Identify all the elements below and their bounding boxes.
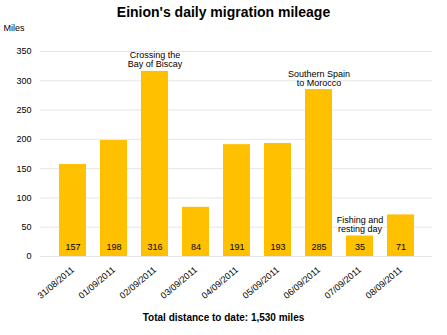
svg-text:316: 316 (147, 242, 162, 252)
svg-text:157: 157 (65, 242, 80, 252)
svg-text:191: 191 (229, 242, 244, 252)
svg-text:31/08/2011: 31/08/2011 (36, 265, 76, 301)
svg-text:150: 150 (16, 164, 31, 174)
svg-text:02/09/2011: 02/09/2011 (118, 265, 158, 301)
svg-text:0: 0 (26, 251, 31, 261)
svg-text:285: 285 (311, 242, 326, 252)
svg-text:71: 71 (396, 242, 406, 252)
svg-text:07/09/2011: 07/09/2011 (323, 265, 363, 301)
svg-text:01/09/2011: 01/09/2011 (77, 265, 117, 301)
svg-text:03/09/2011: 03/09/2011 (159, 265, 199, 301)
html-text:Total distance to date: 1,530: Total distance to date: 1,530 miles (142, 312, 305, 323)
svg-text:250: 250 (16, 105, 31, 115)
svg-text:84: 84 (191, 242, 201, 252)
svg-text:Miles: Miles (4, 23, 26, 33)
svg-text:193: 193 (270, 242, 285, 252)
svg-text:300: 300 (16, 76, 31, 86)
svg-text:350: 350 (16, 46, 31, 56)
svg-text:05/09/2011: 05/09/2011 (241, 265, 281, 301)
svg-text:06/09/2011: 06/09/2011 (282, 265, 322, 301)
svg-text:Crossing theBay of Biscay: Crossing theBay of Biscay (128, 50, 183, 69)
svg-text:200: 200 (16, 134, 31, 144)
html-text:Einion's daily migration milea: Einion's daily migration mileage (116, 4, 331, 20)
svg-text:08/09/2011: 08/09/2011 (364, 265, 404, 301)
svg-text:35: 35 (355, 242, 365, 252)
svg-text:50: 50 (21, 222, 31, 232)
svg-text:Fishing andresting day: Fishing andresting day (337, 215, 384, 234)
svg-text:04/09/2011: 04/09/2011 (200, 265, 240, 301)
svg-text:100: 100 (16, 193, 31, 203)
svg-text:198: 198 (106, 242, 121, 252)
svg-text:Southern Spainto Morocco: Southern Spainto Morocco (288, 69, 350, 88)
